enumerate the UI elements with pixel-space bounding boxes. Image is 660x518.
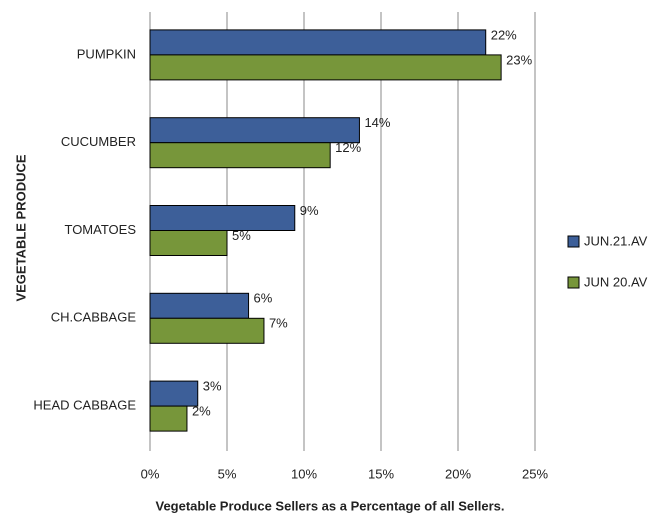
value-label: 14% — [364, 115, 390, 130]
bar — [149, 54, 502, 81]
x-tick-label: 15% — [368, 466, 394, 481]
y-axis-title: VEGETABLE PRODUCE — [13, 154, 28, 301]
y-tick-label: TOMATOES — [64, 222, 136, 237]
bar — [149, 230, 228, 256]
legend-label: JUN 20.AV — [584, 274, 648, 289]
x-tick-label: 10% — [291, 466, 317, 481]
bar — [149, 142, 331, 169]
y-tick-label: CH.CABBAGE — [51, 310, 137, 325]
x-axis-title: Vegetable Produce Sellers as a Percentag… — [155, 498, 504, 513]
value-label: 22% — [491, 27, 517, 42]
y-tick-label: CUCUMBER — [61, 134, 136, 149]
value-label: 12% — [335, 140, 361, 155]
bar — [149, 29, 487, 56]
value-label: 23% — [506, 52, 532, 67]
x-tick-label: 20% — [445, 466, 471, 481]
legend-swatch — [567, 276, 580, 289]
bar — [149, 292, 250, 319]
value-label: 9% — [300, 203, 319, 218]
legend-swatch — [567, 235, 580, 248]
y-tick-label: HEAD CABBAGE — [33, 398, 136, 413]
value-label: 7% — [269, 316, 288, 331]
value-label: 5% — [232, 228, 251, 243]
legend-label: JUN.21.AV — [584, 233, 648, 248]
y-tick-label: PUMPKIN — [77, 46, 136, 61]
bar — [149, 405, 188, 432]
x-tick-label: 0% — [141, 466, 160, 481]
x-tick-label: 5% — [218, 466, 237, 481]
value-label: 2% — [192, 404, 211, 419]
bar — [149, 205, 296, 231]
value-label: 6% — [254, 291, 273, 306]
x-tick-label: 25% — [522, 466, 548, 481]
bar — [149, 317, 265, 344]
value-label: 3% — [203, 379, 222, 394]
bar — [149, 117, 360, 144]
bar — [149, 380, 199, 407]
